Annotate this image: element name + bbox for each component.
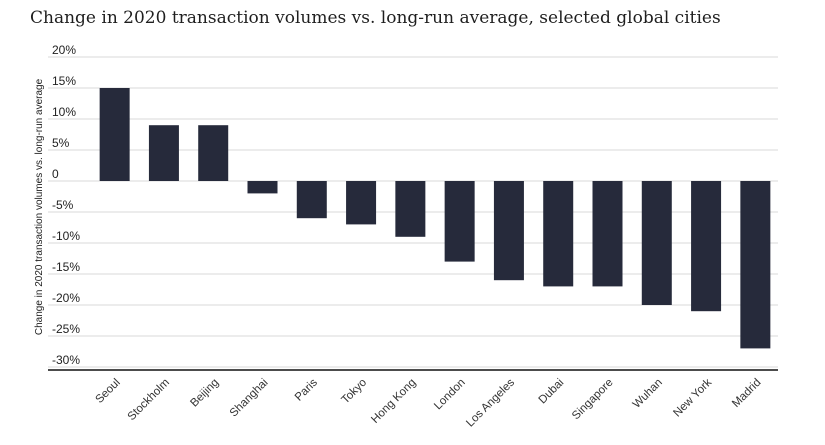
bar-madrid <box>740 181 771 349</box>
y-tick-label: 5% <box>52 136 70 150</box>
bar-london <box>444 181 475 262</box>
y-tick-label: -25% <box>52 322 80 336</box>
bar-singapore <box>592 181 623 287</box>
bar-dubai <box>543 181 574 287</box>
x-category-label: Hong Kong <box>369 377 418 426</box>
bar-beijing <box>198 125 229 181</box>
y-tick-label: -15% <box>52 260 80 274</box>
x-category-label: London <box>432 377 468 413</box>
x-category-label: Madrid <box>730 377 763 410</box>
bar-stockholm <box>148 125 179 181</box>
bar-new-york <box>691 181 722 312</box>
y-tick-label: 0 <box>52 167 59 181</box>
x-category-label: Paris <box>293 376 320 403</box>
bar-shanghai <box>247 181 278 194</box>
y-tick-label: -10% <box>52 229 80 243</box>
bars <box>99 88 771 349</box>
bar-tokyo <box>346 181 377 225</box>
bar-seoul <box>99 88 130 181</box>
bar-paris <box>296 181 327 219</box>
x-category-labels: Seoul Stockholm Beijing Shanghai Paris Tokyo H… <box>93 376 763 429</box>
x-category-label: Tokyo <box>339 377 369 407</box>
bar-los-angeles <box>493 181 524 281</box>
y-tick-label: 10% <box>52 105 76 119</box>
x-category-label: Seoul <box>93 377 122 406</box>
y-tick-labels: 20% 15% 10% 5% 0 -5% -10% -15% -20% -25% -30% <box>52 43 80 367</box>
y-tick-label: -20% <box>52 291 80 305</box>
chart-title: Change in 2020 transaction volumes vs. l… <box>30 8 721 28</box>
x-category-label: Wuhan <box>631 377 665 411</box>
x-category-label: Beijing <box>188 377 221 410</box>
x-category-label: Los Angeles <box>464 376 517 429</box>
x-category-label: Shanghai <box>228 377 271 420</box>
x-category-label: Singapore <box>570 377 616 423</box>
y-tick-label: -30% <box>52 353 80 367</box>
y-tick-label: 15% <box>52 74 76 88</box>
bar-wuhan <box>641 181 672 305</box>
x-category-label: Stockholm <box>126 377 172 423</box>
x-category-label: New York <box>671 376 714 419</box>
x-category-label: Dubai <box>537 377 567 407</box>
bar-hong-kong <box>395 181 426 237</box>
y-axis-label: Change in 2020 transaction volumes vs. l… <box>34 78 45 335</box>
y-tick-label: 20% <box>52 43 76 57</box>
y-tick-label: -5% <box>52 198 74 212</box>
